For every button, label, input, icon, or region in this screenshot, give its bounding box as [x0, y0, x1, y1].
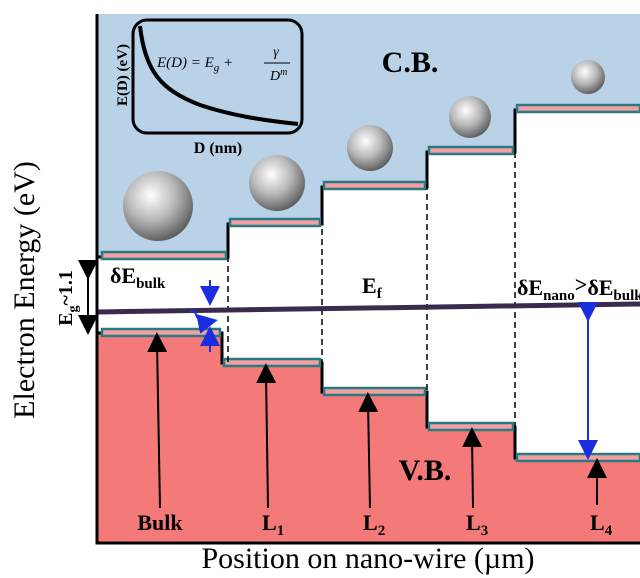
inset-numerator: γ: [273, 45, 279, 60]
text-part: δE: [587, 275, 613, 300]
text-part: 1: [277, 523, 285, 539]
text-part: D: [269, 69, 280, 84]
text-part: g: [66, 306, 81, 313]
text-part: L: [363, 510, 378, 535]
text-part: bulk: [136, 276, 166, 292]
text-part: E(D) = E: [156, 55, 214, 71]
text-part: δE: [110, 263, 136, 288]
text-part: >: [575, 272, 588, 297]
text-part: E: [55, 313, 77, 326]
text-part: L: [466, 510, 481, 535]
text-part: 4: [605, 523, 613, 539]
x-axis-label: Position on nano-wire (µm): [201, 542, 534, 575]
text-part: ~1.1: [55, 270, 77, 305]
text-part: bulk: [613, 288, 640, 304]
y-axis-label: Electron Energy (eV): [8, 161, 41, 419]
text-part: L: [590, 510, 605, 535]
text-part: +: [219, 55, 233, 71]
cb-label: C.B.: [382, 46, 439, 79]
inset-y-label: E(D) (eV): [115, 44, 131, 106]
vb-label: V.B.: [399, 454, 452, 487]
inset-x-label: D (nm): [194, 140, 242, 157]
text-part: E: [362, 273, 377, 298]
text-part: L: [262, 510, 277, 535]
text-part: nano: [543, 288, 575, 304]
text-part: 2: [378, 523, 386, 539]
band-gap-label: Eg~1.1: [55, 270, 81, 326]
position-label: Bulk: [137, 510, 183, 535]
text-part: m: [280, 67, 287, 78]
text-part: 3: [481, 523, 489, 539]
text-part: δE: [517, 275, 543, 300]
diagram: E(D) (eV) D (nm) E(D) = E g + γ Dm C.B. V…: [0, 0, 640, 578]
